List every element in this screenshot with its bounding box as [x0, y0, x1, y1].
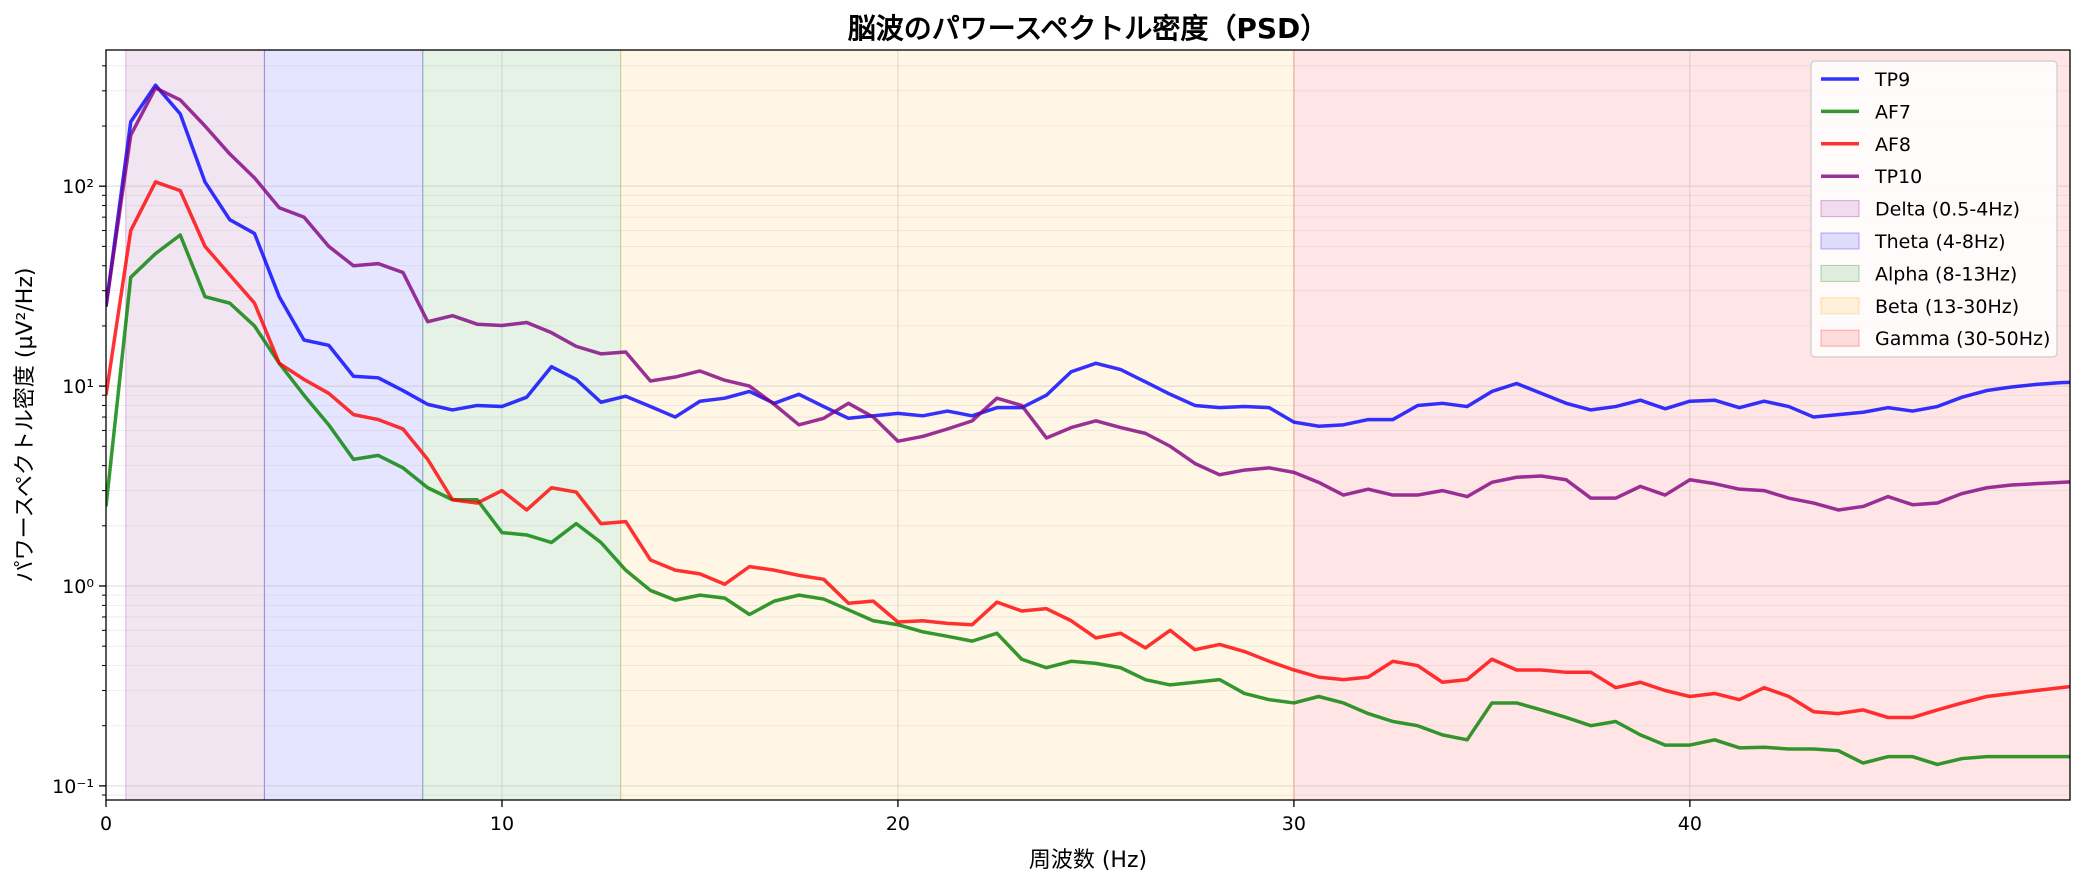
x-tick-label: 0: [100, 813, 112, 835]
y-axis-label: パワースペクトル密度 (µV²/Hz): [13, 268, 38, 583]
legend: TP9 AF7 AF8 TP10 Delta (0.5-4Hz) Theta (4-8Hz…: [1810, 60, 2058, 358]
legend-swatch-band: [1820, 200, 1860, 218]
legend-label: Beta (13-30Hz): [1875, 296, 2019, 318]
chart-title: 脳波のパワースペクトル密度（PSD）: [848, 12, 1329, 45]
y-tick-label: 10⁰: [62, 576, 94, 598]
legend-label: AF8: [1875, 134, 1911, 156]
x-tick-label: 20: [886, 813, 910, 835]
band-delta: [125, 50, 265, 800]
frequency-bands: [125, 50, 2070, 800]
x-axis-label: 周波数 (Hz): [1029, 848, 1147, 873]
y-tick-label: 10²: [62, 176, 94, 198]
legend-label: Delta (0.5-4Hz): [1875, 199, 2020, 221]
legend-label: AF7: [1875, 101, 1911, 123]
y-tick-label: 10⁻¹: [52, 776, 94, 798]
x-tick-label: 30: [1282, 813, 1306, 835]
series-line-tp9: [106, 83, 2070, 428]
legend-label: Theta (4-8Hz): [1874, 231, 2006, 253]
legend-box: [1810, 60, 2058, 358]
legend-label: Alpha (8-13Hz): [1875, 263, 2017, 285]
series-line-af8: [106, 180, 2070, 720]
legend-swatch-band: [1820, 329, 1860, 347]
series-lines: [106, 83, 2070, 767]
legend-swatch-band: [1820, 232, 1860, 250]
legend-label: TP10: [1874, 166, 1922, 188]
legend-swatch-band: [1820, 297, 1860, 315]
band-theta: [264, 50, 423, 800]
legend-label: Gamma (30-50Hz): [1875, 328, 2050, 350]
x-tick-label: 40: [1678, 813, 1702, 835]
legend-swatch-band: [1820, 264, 1860, 282]
axis-ticks: 0 10 20 30 40 10⁻¹ 10⁰ 10¹ 10²: [52, 65, 1702, 835]
x-tick-label: 10: [490, 813, 514, 835]
band-alpha: [422, 50, 621, 800]
series-line-af7: [106, 233, 2070, 767]
legend-label: TP9: [1874, 69, 1910, 91]
plot-frame: [105, 49, 2071, 801]
y-tick-label: 10¹: [62, 376, 94, 398]
grid: [105, 50, 2070, 800]
series-line-tp10: [106, 86, 2070, 512]
